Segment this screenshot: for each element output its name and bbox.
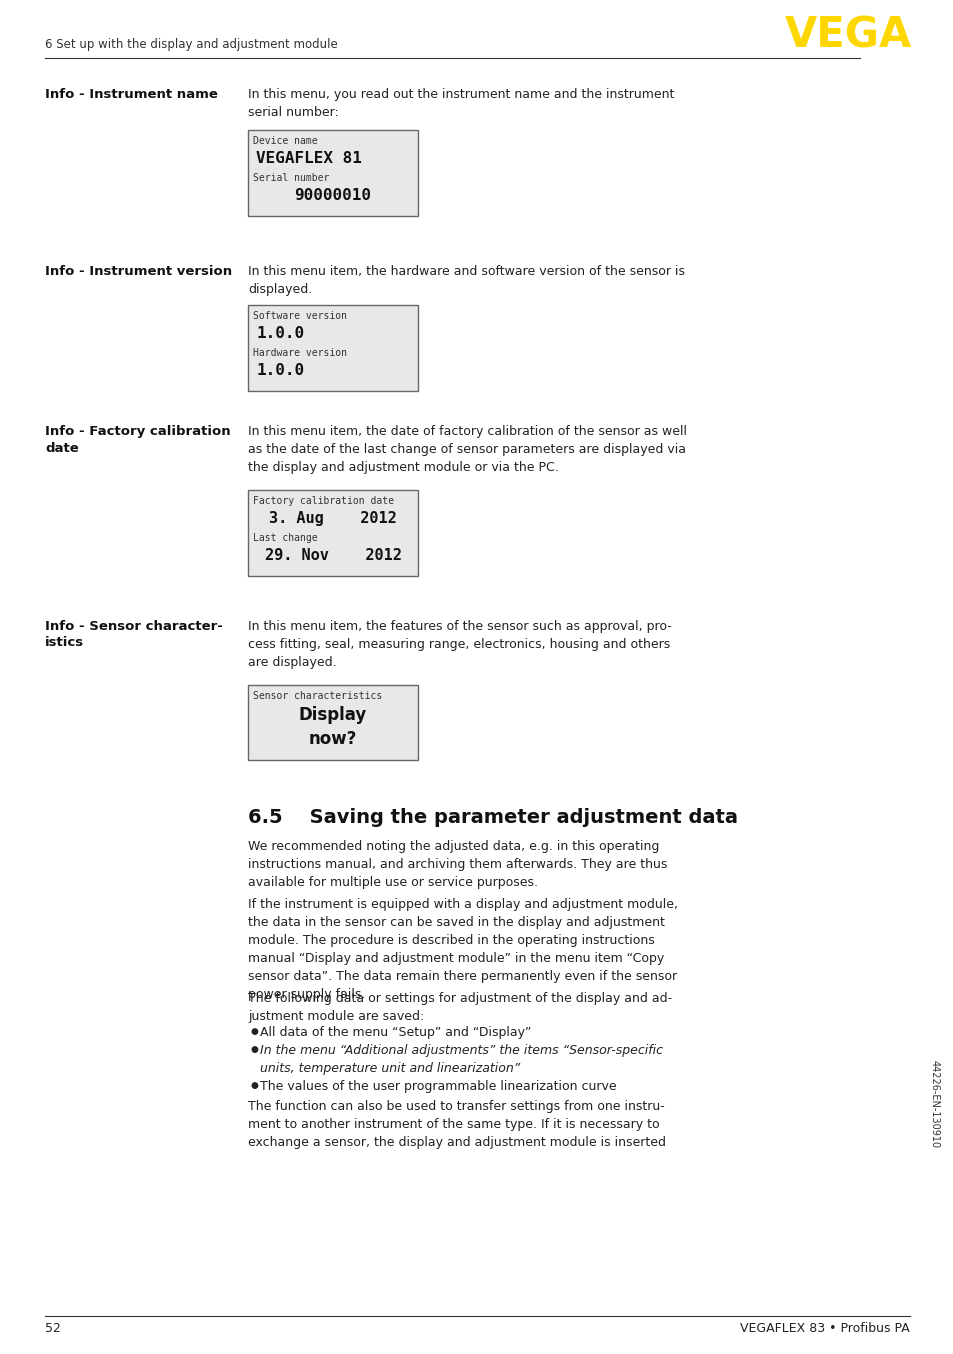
Text: 52: 52 (45, 1322, 61, 1335)
Text: Display
now?: Display now? (298, 705, 367, 747)
Text: Info - Factory calibration
date: Info - Factory calibration date (45, 425, 231, 455)
Bar (248, 305, 417, 391)
Text: VEGAFLEX 81: VEGAFLEX 81 (255, 152, 361, 167)
Bar (248, 685, 417, 760)
Text: Info - Instrument name: Info - Instrument name (45, 88, 217, 102)
Text: 3. Aug    2012: 3. Aug 2012 (269, 510, 396, 525)
Text: Info - Instrument version: Info - Instrument version (45, 265, 232, 278)
Bar (248, 130, 417, 217)
Text: If the instrument is equipped with a display and adjustment module,
the data in : If the instrument is equipped with a dis… (248, 898, 678, 1001)
Text: We recommended noting the adjusted data, e.g. in this operating
instructions man: We recommended noting the adjusted data,… (248, 839, 667, 890)
Text: In this menu item, the hardware and software version of the sensor is
displayed.: In this menu item, the hardware and soft… (248, 265, 684, 297)
Text: 6 Set up with the display and adjustment module: 6 Set up with the display and adjustment… (45, 38, 337, 51)
Text: VEGA: VEGA (784, 15, 911, 57)
Text: 90000010: 90000010 (294, 188, 371, 203)
Text: Hardware version: Hardware version (253, 348, 347, 357)
Text: The values of the user programmable linearization curve: The values of the user programmable line… (260, 1080, 616, 1093)
Text: The function can also be used to transfer settings from one instru-
ment to anot: The function can also be used to transfe… (248, 1099, 665, 1150)
Text: In this menu item, the features of the sensor such as approval, pro-
cess fittin: In this menu item, the features of the s… (248, 620, 671, 669)
Text: In this menu item, the date of factory calibration of the sensor as well
as the : In this menu item, the date of factory c… (248, 425, 686, 474)
Text: ●: ● (251, 1026, 258, 1036)
Text: Device name: Device name (253, 135, 317, 146)
Text: ●: ● (251, 1045, 258, 1053)
Text: 1.0.0: 1.0.0 (255, 363, 304, 378)
Bar (248, 490, 417, 575)
Text: In the menu “Additional adjustments” the items “Sensor-specific
units, temperatu: In the menu “Additional adjustments” the… (260, 1044, 662, 1075)
Text: Last change: Last change (253, 533, 317, 543)
Text: VEGAFLEX 83 • Profibus PA: VEGAFLEX 83 • Profibus PA (740, 1322, 909, 1335)
Text: 6.5    Saving the parameter adjustment data: 6.5 Saving the parameter adjustment data (248, 808, 738, 827)
Text: Serial number: Serial number (253, 173, 329, 183)
Text: 1.0.0: 1.0.0 (255, 326, 304, 341)
Text: Factory calibration date: Factory calibration date (253, 496, 394, 506)
Text: 29. Nov    2012: 29. Nov 2012 (264, 548, 401, 563)
Text: In this menu, you read out the instrument name and the instrument
serial number:: In this menu, you read out the instrumen… (248, 88, 674, 119)
Text: All data of the menu “Setup” and “Display”: All data of the menu “Setup” and “Displa… (260, 1026, 531, 1039)
Text: 44226-EN-130910: 44226-EN-130910 (929, 1060, 939, 1148)
Text: Sensor characteristics: Sensor characteristics (253, 691, 382, 701)
Text: Info - Sensor character-
istics: Info - Sensor character- istics (45, 620, 223, 650)
Text: ●: ● (251, 1080, 258, 1090)
Text: The following data or settings for adjustment of the display and ad-
justment mo: The following data or settings for adjus… (248, 992, 672, 1024)
Text: Software version: Software version (253, 311, 347, 321)
